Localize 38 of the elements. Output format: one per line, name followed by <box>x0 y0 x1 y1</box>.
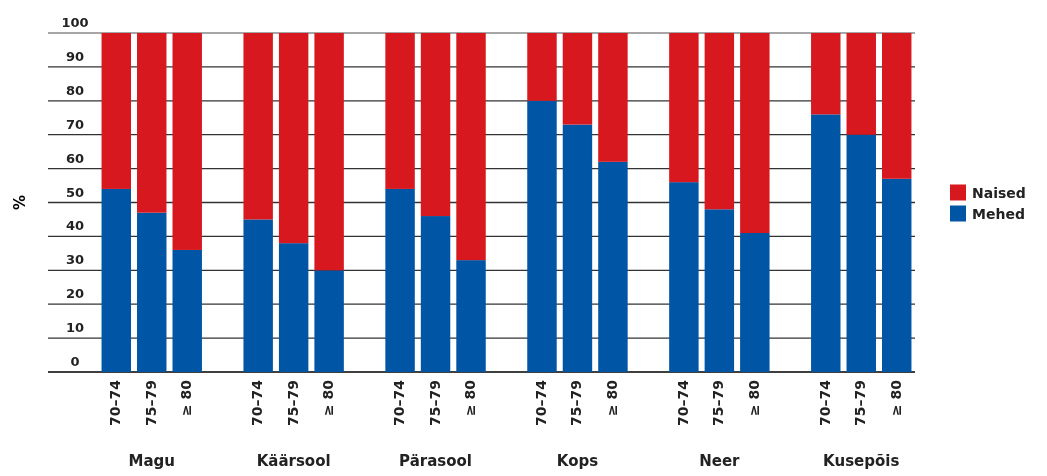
text: Neer <box>699 452 741 470</box>
x-tick-label: ≥ 80 <box>603 379 620 417</box>
legend-label: Naised <box>972 184 1026 201</box>
x-tick-label: 75–79 <box>568 380 585 426</box>
x-tick-label: ≥ 80 <box>745 379 762 417</box>
y-tick-label: 80 <box>65 82 85 98</box>
x-tick-label: 75–79 <box>426 380 443 426</box>
x-tick-label: 70–74 <box>816 379 833 426</box>
x-tick-label: 75–79 <box>710 380 727 426</box>
y-tick-label: 90 <box>65 48 85 64</box>
x-tick-label: 70–74 <box>532 379 549 426</box>
x-tick-label: ≥ 80 <box>462 379 479 417</box>
legend-label: Mehed <box>972 205 1025 222</box>
y-tick-label: 20 <box>65 286 85 302</box>
y-tick-label: 10 <box>65 320 85 336</box>
x-tick-label: 70–74 <box>391 379 408 426</box>
y-tick-label: 100 <box>61 15 89 30</box>
x-tick-label: 75–79 <box>852 380 869 426</box>
y-tick-label: 70 <box>65 116 85 132</box>
x-tick-label: 70–74 <box>674 379 691 426</box>
y-axis-title: % <box>10 194 29 211</box>
y-tick-label: 0 <box>70 354 80 369</box>
x-tick-label: ≥ 80 <box>320 379 337 417</box>
x-tick-label: ≥ 80 <box>887 379 904 417</box>
text: Käärsool <box>256 452 331 470</box>
y-tick-label: 60 <box>65 150 85 166</box>
x-tick-label: 75–79 <box>142 380 159 426</box>
x-tick-label: ≥ 80 <box>178 379 195 417</box>
y-tick-label: 50 <box>65 184 85 200</box>
text: Kusepõis <box>823 452 900 470</box>
text: Kops <box>556 452 599 470</box>
x-tick-label: 70–74 <box>107 379 124 426</box>
x-tick-label: 70–74 <box>249 379 266 426</box>
y-tick-label: 30 <box>65 252 85 268</box>
x-tick-label: 75–79 <box>284 380 301 426</box>
y-tick-label: 40 <box>65 218 85 234</box>
text: Magu <box>128 452 175 470</box>
text: Pärasool <box>399 452 473 470</box>
